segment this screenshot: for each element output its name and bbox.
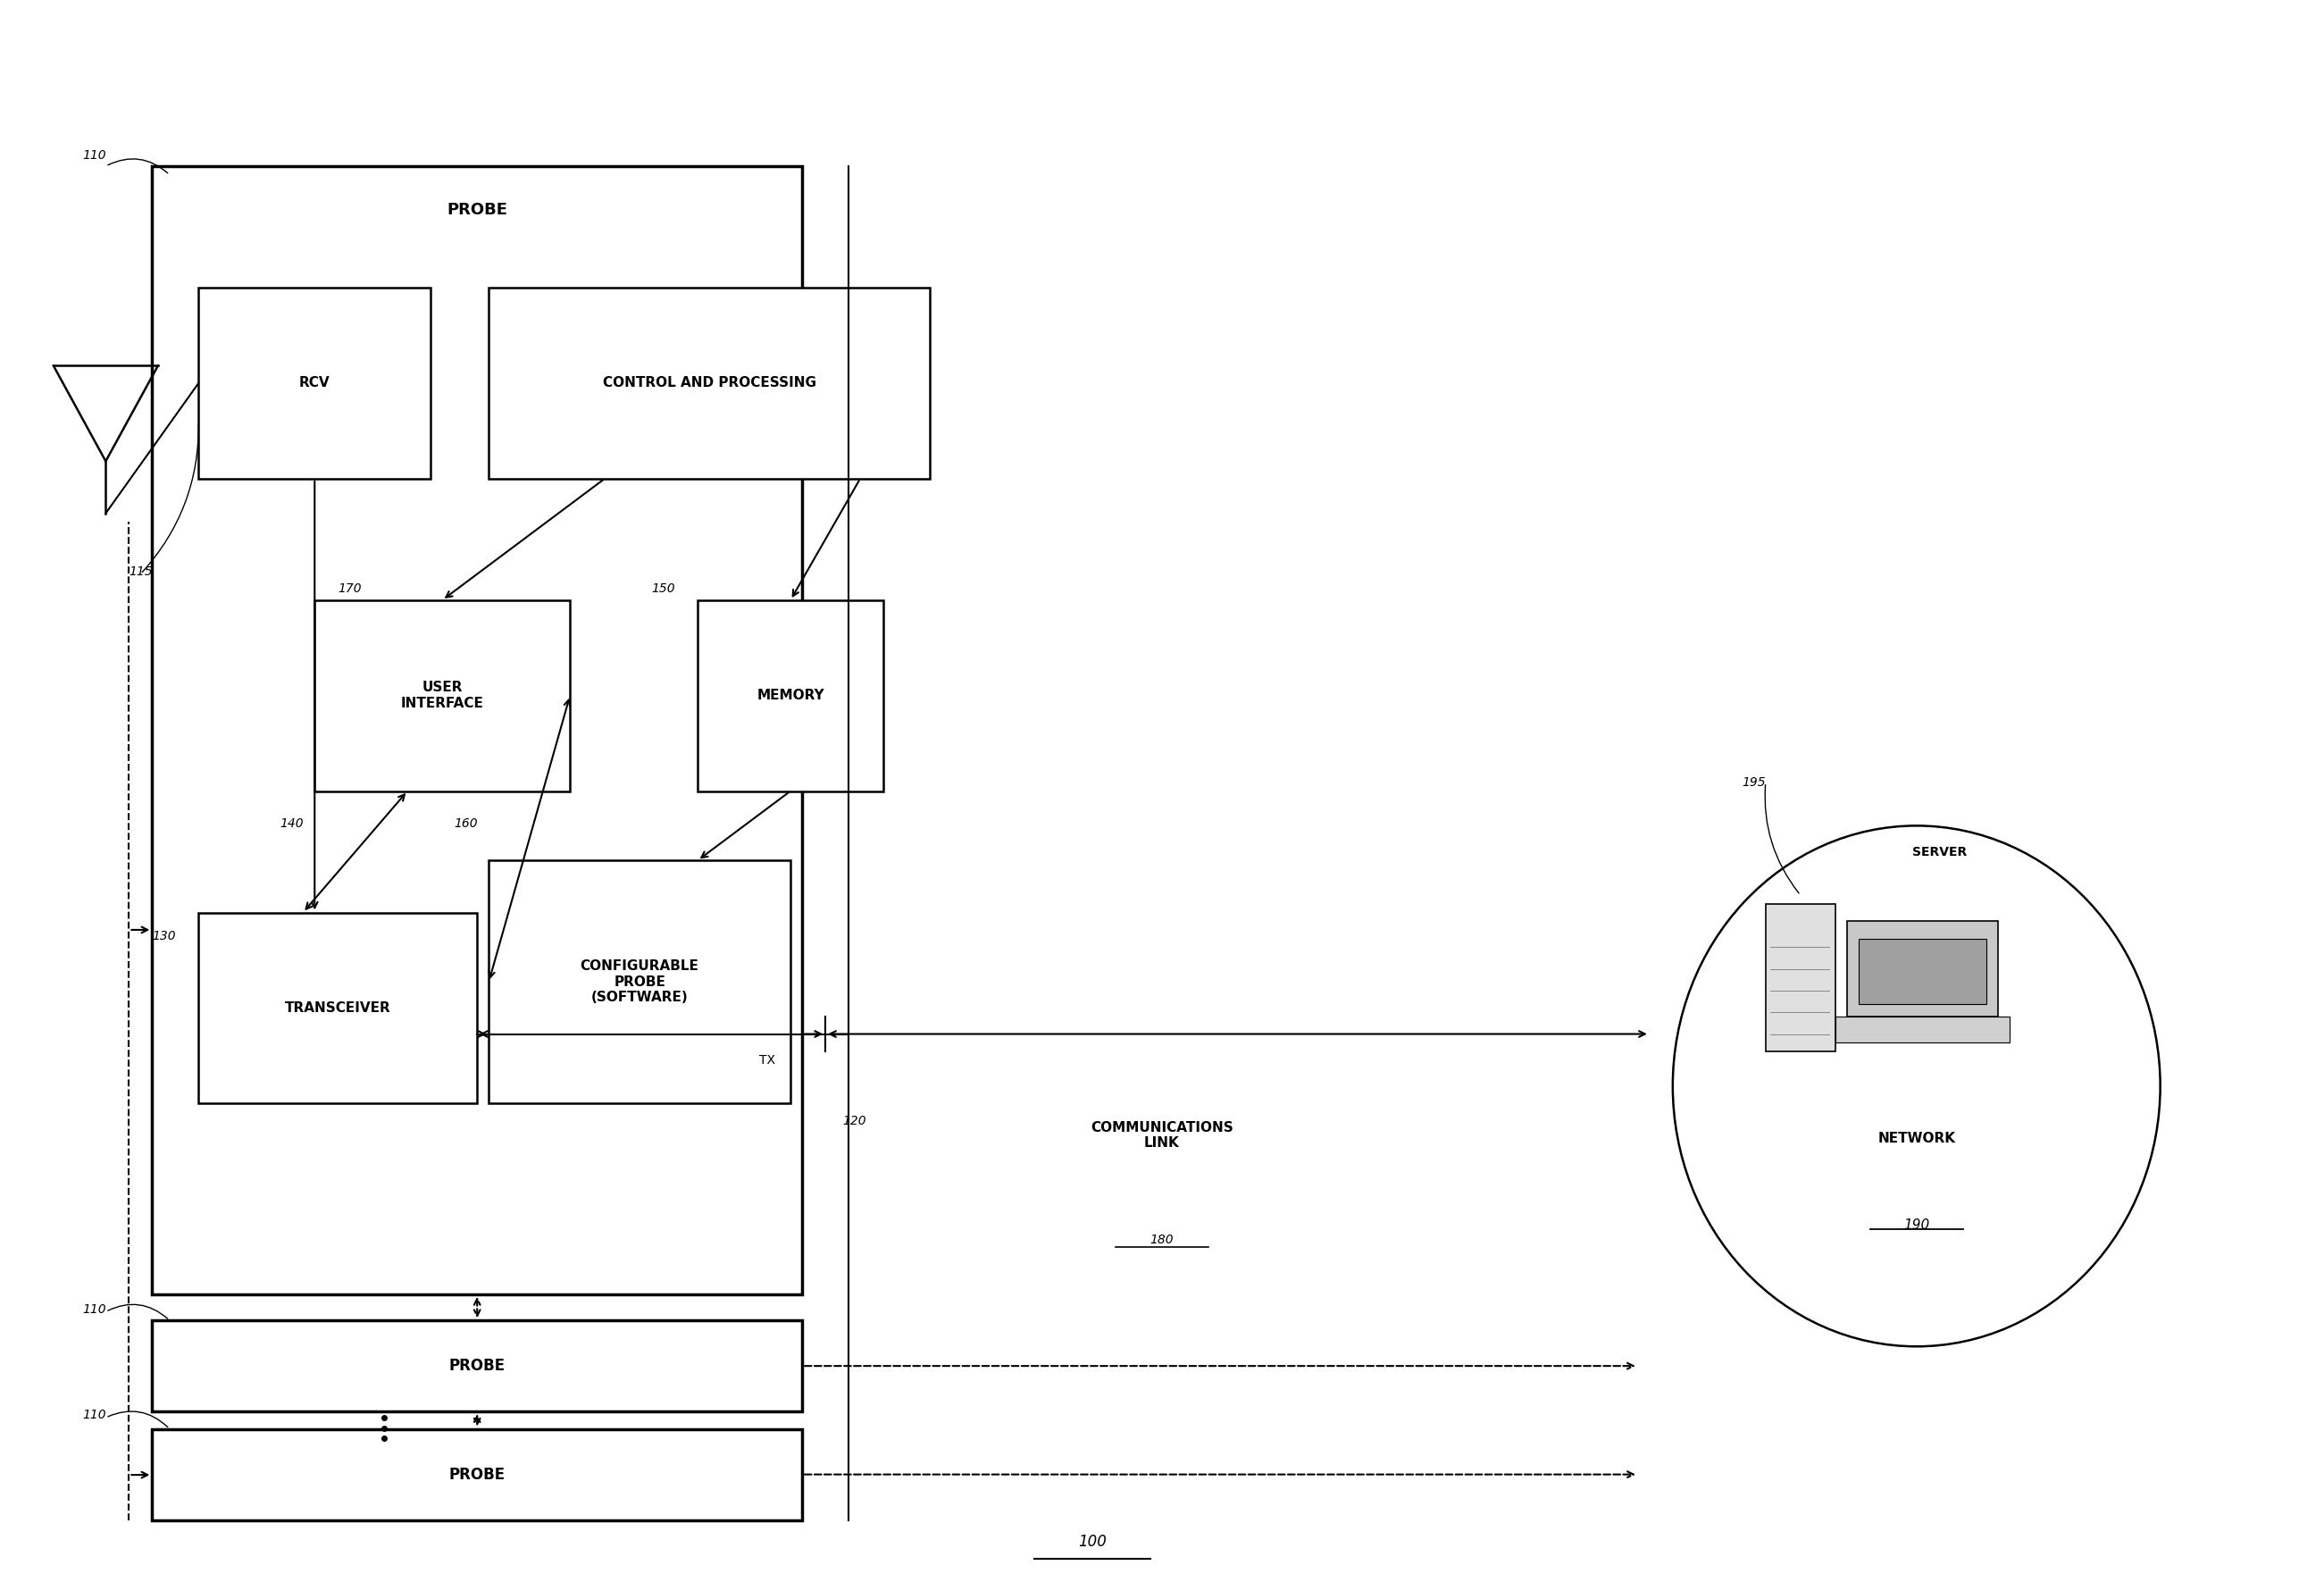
- Bar: [1836, 1017, 2010, 1043]
- Text: 160: 160: [453, 816, 479, 829]
- Bar: [198, 913, 476, 1103]
- Bar: [151, 1429, 802, 1520]
- Text: TRANSCEIVER: TRANSCEIVER: [286, 1001, 390, 1014]
- Ellipse shape: [1673, 826, 2161, 1346]
- Text: 130: 130: [151, 930, 177, 943]
- Bar: [1848, 921, 1999, 1017]
- Text: 115: 115: [128, 565, 153, 577]
- Bar: [488, 861, 790, 1103]
- Text: 180: 180: [1150, 1234, 1174, 1247]
- Text: 140: 140: [279, 816, 304, 829]
- Text: MEMORY: MEMORY: [758, 688, 825, 702]
- Text: USER
INTERFACE: USER INTERFACE: [400, 682, 483, 710]
- Text: TX: TX: [760, 1054, 776, 1066]
- Text: COMMUNICATIONS
LINK: COMMUNICATIONS LINK: [1090, 1120, 1234, 1150]
- Text: CONFIGURABLE
PROBE
(SOFTWARE): CONFIGURABLE PROBE (SOFTWARE): [581, 960, 700, 1005]
- Text: 170: 170: [337, 582, 363, 595]
- Bar: [1859, 938, 1987, 1003]
- Text: PROBE: PROBE: [449, 1357, 504, 1375]
- Bar: [151, 166, 802, 1294]
- Text: NETWORK: NETWORK: [1878, 1131, 1954, 1145]
- Text: 110: 110: [81, 149, 107, 161]
- Bar: [697, 600, 883, 791]
- Bar: [314, 600, 569, 791]
- Text: 150: 150: [651, 582, 674, 595]
- Text: 100: 100: [1078, 1533, 1106, 1550]
- Text: 110: 110: [81, 1410, 107, 1422]
- Bar: [198, 288, 430, 479]
- Text: 190: 190: [1903, 1218, 1929, 1232]
- Text: CONTROL AND PROCESSING: CONTROL AND PROCESSING: [602, 377, 816, 389]
- Text: RCV: RCV: [300, 377, 330, 389]
- Bar: [488, 288, 930, 479]
- Text: 120: 120: [844, 1115, 867, 1126]
- Bar: [151, 1321, 802, 1411]
- Bar: [1766, 903, 1836, 1052]
- Text: SERVER: SERVER: [1913, 845, 1966, 857]
- Text: 195: 195: [1743, 777, 1766, 788]
- Text: PROBE: PROBE: [446, 201, 507, 218]
- Text: PROBE: PROBE: [449, 1467, 504, 1482]
- Text: 110: 110: [81, 1304, 107, 1316]
